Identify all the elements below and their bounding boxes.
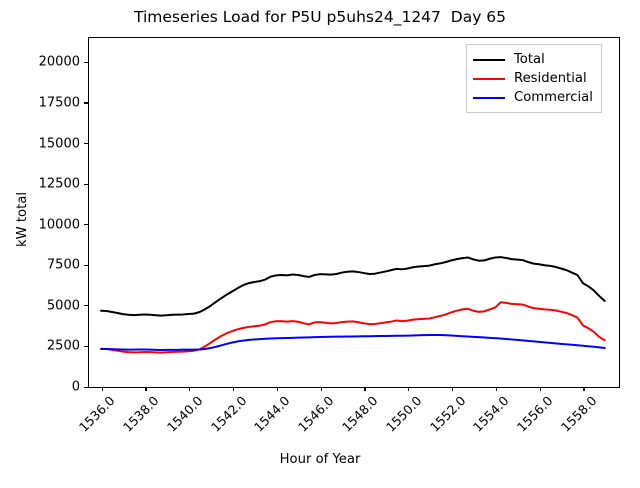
- legend-item-total: Total: [473, 50, 593, 69]
- legend-label-total: Total: [514, 52, 545, 67]
- x-tick-label: 1546.0: [294, 393, 337, 435]
- legend-label-residential: Residential: [514, 71, 587, 86]
- series-line-commercial: [100, 333, 606, 351]
- y-tick-label: 15000: [38, 136, 80, 151]
- page-title: Timeseries Load for P5U p5uhs24_1247 Day…: [133, 8, 507, 26]
- x-tick-label: 1540.0: [163, 393, 206, 435]
- legend-item-commercial: Commercial: [473, 88, 593, 107]
- legend-label-commercial: Commercial: [514, 90, 593, 105]
- plot-svg: [100, 256, 606, 354]
- series-line-residential: [100, 301, 606, 354]
- x-tick-label: 1552.0: [426, 393, 469, 435]
- legend-item-residential: Residential: [473, 69, 593, 88]
- x-axis-label: Hour of Year: [279, 452, 361, 467]
- y-tick-label: 5000: [46, 298, 80, 314]
- y-tick-label: 0: [71, 379, 80, 395]
- y-tick-label: 17500: [38, 95, 80, 111]
- x-tick-label: 1544.0: [251, 393, 293, 435]
- x-tick-label: 1554.0: [470, 393, 512, 435]
- legend-swatch-total: [473, 58, 505, 61]
- series-line-total: [100, 256, 606, 317]
- plot-area: [88, 37, 620, 388]
- y-tick-label: 7500: [46, 257, 80, 273]
- x-tick-label: 1538.0: [119, 393, 162, 435]
- x-tick-label: 1548.0: [338, 393, 381, 435]
- x-tick-label: 1550.0: [382, 393, 425, 435]
- y-tick-label: 12500: [38, 176, 80, 192]
- x-tick-label: 1542.0: [207, 393, 250, 435]
- legend-swatch-commercial: [473, 96, 505, 99]
- y-tick-label: 2500: [46, 338, 80, 354]
- x-tick-label: 1558.0: [557, 393, 600, 435]
- x-tick-label: 1536.0: [75, 393, 118, 435]
- x-tick-label: 1556.0: [513, 393, 556, 435]
- y-tick-label: 20000: [38, 54, 80, 70]
- legend-swatch-residential: [473, 77, 505, 80]
- legend: Total Residential Commercial: [466, 44, 602, 113]
- y-axis-label: kW total: [15, 191, 31, 248]
